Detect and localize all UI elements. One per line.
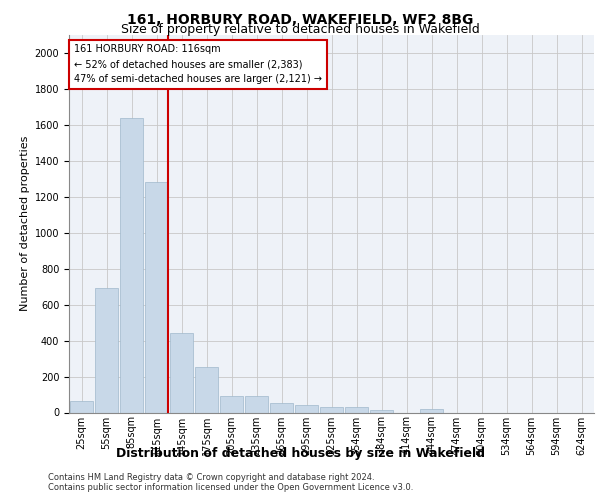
Text: 161, HORBURY ROAD, WAKEFIELD, WF2 8BG: 161, HORBURY ROAD, WAKEFIELD, WF2 8BG — [127, 12, 473, 26]
Bar — [145, 182, 168, 412]
Text: Size of property relative to detached houses in Wakefield: Size of property relative to detached ho… — [121, 22, 479, 36]
Bar — [345, 408, 368, 412]
Text: Contains HM Land Registry data © Crown copyright and database right 2024.: Contains HM Land Registry data © Crown c… — [48, 472, 374, 482]
Bar — [120, 118, 143, 412]
Bar — [420, 409, 443, 412]
Bar — [95, 288, 118, 412]
Bar — [220, 396, 243, 412]
Text: 161 HORBURY ROAD: 116sqm
← 52% of detached houses are smaller (2,383)
47% of sem: 161 HORBURY ROAD: 116sqm ← 52% of detach… — [74, 44, 322, 84]
Bar — [70, 401, 93, 412]
Text: Contains public sector information licensed under the Open Government Licence v3: Contains public sector information licen… — [48, 482, 413, 492]
Bar — [170, 332, 193, 412]
Bar — [295, 406, 318, 412]
Text: Distribution of detached houses by size in Wakefield: Distribution of detached houses by size … — [115, 448, 485, 460]
Bar — [195, 367, 218, 412]
Bar — [320, 407, 343, 412]
Bar — [245, 396, 268, 412]
Y-axis label: Number of detached properties: Number of detached properties — [20, 136, 31, 312]
Bar — [270, 402, 293, 412]
Bar — [370, 410, 393, 412]
